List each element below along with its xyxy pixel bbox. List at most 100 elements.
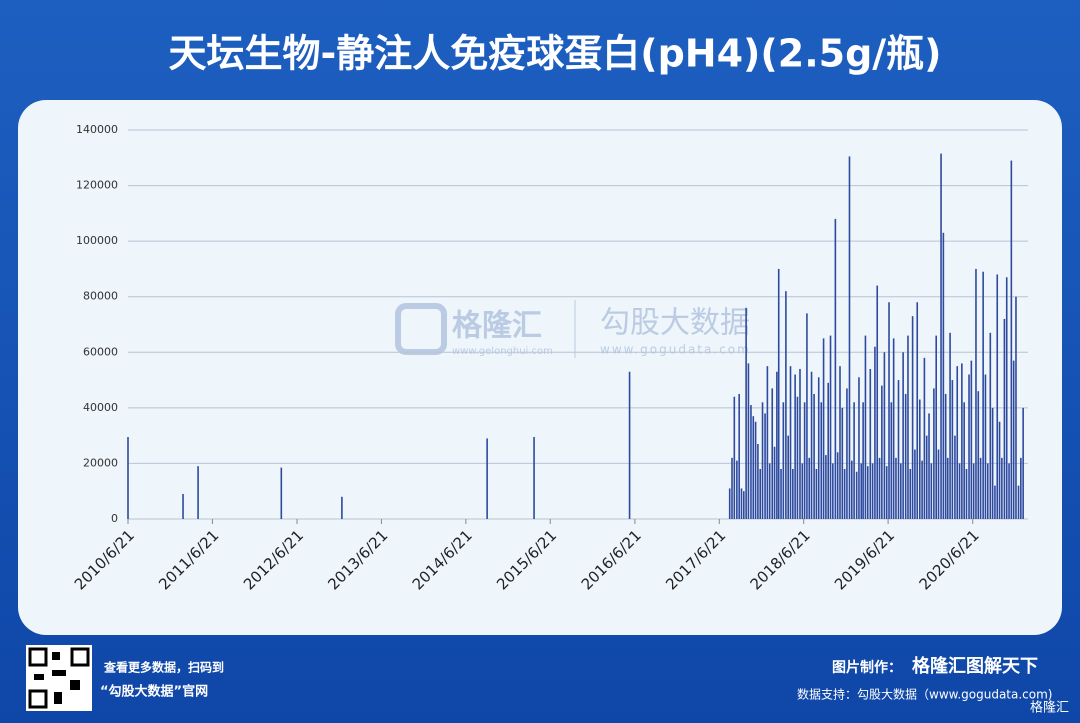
bar xyxy=(979,457,982,519)
bar xyxy=(771,388,774,519)
bar xyxy=(731,457,733,519)
bar xyxy=(984,374,987,519)
bar xyxy=(874,346,876,519)
bar xyxy=(878,457,881,519)
bar xyxy=(757,443,759,519)
bar xyxy=(864,335,867,519)
bar xyxy=(892,338,895,519)
bar xyxy=(963,402,965,519)
bar xyxy=(937,449,940,519)
bar xyxy=(885,466,888,519)
bar xyxy=(888,302,890,519)
bar xyxy=(991,407,994,519)
bar xyxy=(829,335,832,519)
bar xyxy=(916,302,919,519)
bar xyxy=(813,393,815,519)
qr-dot xyxy=(70,680,80,690)
y-tick-label: 0 xyxy=(111,512,118,525)
bar xyxy=(787,435,790,519)
bar xyxy=(738,393,740,519)
bar xyxy=(1010,160,1013,520)
bar xyxy=(736,460,738,519)
bar xyxy=(862,402,864,519)
qr-code xyxy=(26,645,92,711)
bar xyxy=(897,380,900,519)
bar xyxy=(961,363,963,519)
bar xyxy=(822,338,825,519)
qr-dot xyxy=(52,652,60,660)
watermark: 格隆汇 www.gelonghui.com 勾股大数据 www.gogudata… xyxy=(395,300,751,358)
qr-corner xyxy=(70,647,90,667)
bar xyxy=(782,402,785,519)
bar xyxy=(982,271,984,519)
corner-brand: 格隆汇 xyxy=(1030,700,1069,716)
qr-dot xyxy=(52,670,66,676)
bar xyxy=(803,402,806,519)
bar xyxy=(740,488,743,519)
bar xyxy=(940,153,942,519)
bar xyxy=(876,285,879,519)
bar xyxy=(942,232,945,520)
bar xyxy=(745,307,747,519)
bar xyxy=(946,457,949,519)
bar xyxy=(182,493,184,519)
data-support: 数据支持：勾股大数据（www.gogudata.com) xyxy=(797,687,1053,702)
bar xyxy=(815,468,818,519)
bar xyxy=(858,377,860,519)
bar xyxy=(341,496,343,519)
bar xyxy=(794,374,796,519)
qr-dot xyxy=(54,692,62,704)
bar xyxy=(989,332,992,519)
bar xyxy=(127,437,129,519)
bar xyxy=(949,332,951,519)
maker: 格隆汇图解天下 xyxy=(912,655,1038,677)
bar xyxy=(972,463,975,519)
bar xyxy=(933,388,935,519)
bar xyxy=(895,457,897,519)
bar xyxy=(881,385,883,519)
bar xyxy=(747,363,750,519)
bar xyxy=(789,366,792,519)
panel xyxy=(18,100,1062,635)
bar xyxy=(869,368,872,519)
bar xyxy=(1005,277,1008,519)
bar xyxy=(1017,485,1020,519)
bar xyxy=(902,352,904,519)
bar xyxy=(1003,318,1006,519)
bar xyxy=(728,488,731,519)
bar xyxy=(1008,463,1010,519)
y-tick-label: 60000 xyxy=(83,345,118,358)
qr-dot xyxy=(34,674,44,680)
bar xyxy=(925,435,928,519)
bar xyxy=(796,396,799,519)
bar xyxy=(750,405,752,519)
bar xyxy=(907,335,909,519)
bar xyxy=(808,457,811,519)
bar xyxy=(836,452,839,519)
watermark-brand: 格隆汇 xyxy=(452,309,542,344)
bar xyxy=(944,393,947,519)
bar xyxy=(850,460,853,519)
bar xyxy=(743,491,745,519)
bar xyxy=(785,291,787,519)
bar xyxy=(773,446,776,519)
watermark-source-url: www.gogudata.com xyxy=(600,343,751,357)
watermark-brand-url: www.gelonghui.com xyxy=(452,346,553,357)
bar xyxy=(843,468,846,519)
bar xyxy=(911,316,914,519)
bar xyxy=(1015,296,1017,519)
bar xyxy=(970,360,973,519)
bar xyxy=(1001,457,1003,519)
bar xyxy=(998,421,1001,519)
bar xyxy=(883,352,886,519)
bar xyxy=(799,368,801,519)
bar xyxy=(900,463,902,519)
bar xyxy=(817,377,820,519)
bar xyxy=(975,268,977,519)
y-tick-label: 120000 xyxy=(76,179,118,192)
bar xyxy=(825,455,827,519)
qr-line1: 查看更多数据，扫码到 xyxy=(103,660,224,675)
bar xyxy=(930,463,933,519)
bar xyxy=(810,371,813,519)
bar xyxy=(994,485,996,519)
